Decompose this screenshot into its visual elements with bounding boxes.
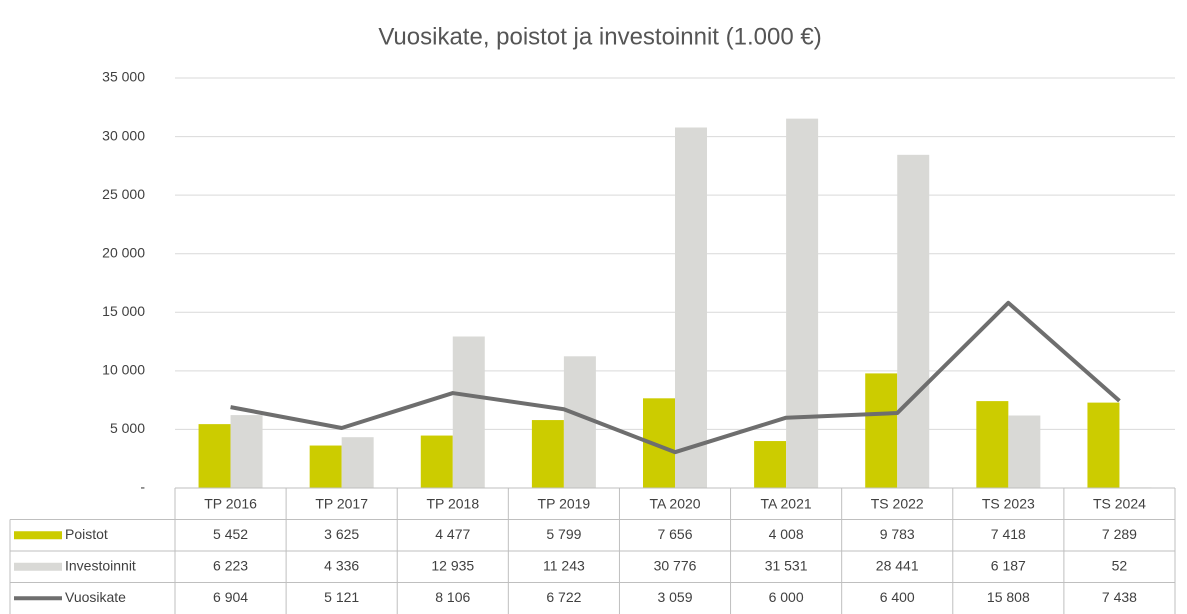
y-tick-label: 5 000 bbox=[110, 420, 145, 436]
table-value: 4 336 bbox=[324, 557, 359, 573]
table-value: 3 059 bbox=[657, 589, 692, 605]
x-tick-label: TS 2022 bbox=[871, 495, 924, 511]
table-value: 6 187 bbox=[991, 557, 1026, 573]
x-tick-label: TP 2017 bbox=[315, 495, 368, 511]
table-value: 11 243 bbox=[543, 557, 585, 573]
bar bbox=[452, 336, 485, 488]
table-value: 6 400 bbox=[880, 589, 915, 605]
x-tick-label: TS 2024 bbox=[1093, 495, 1146, 511]
legend-label: Vuosikate bbox=[65, 589, 126, 605]
bar bbox=[786, 118, 819, 489]
table-value: 12 935 bbox=[431, 557, 474, 573]
table-value: 8 106 bbox=[435, 589, 470, 605]
bar bbox=[341, 437, 374, 488]
bar bbox=[309, 445, 342, 488]
table-value: 31 531 bbox=[765, 557, 808, 573]
table-value: 30 776 bbox=[654, 557, 697, 573]
bar bbox=[865, 373, 898, 488]
y-tick-label: 15 000 bbox=[102, 303, 145, 319]
table-value: 6 223 bbox=[213, 557, 248, 573]
table-value: 6 722 bbox=[546, 589, 581, 605]
y-tick-label: - bbox=[140, 479, 145, 495]
table-value: 5 452 bbox=[213, 526, 248, 542]
bar bbox=[1087, 402, 1120, 488]
table-value: 52 bbox=[1112, 557, 1128, 573]
table-value: 7 289 bbox=[1102, 526, 1137, 542]
legend-label: Investoinnit bbox=[65, 557, 136, 573]
legend-swatch bbox=[14, 531, 62, 540]
table-value: 15 808 bbox=[987, 589, 1030, 605]
bar bbox=[754, 441, 787, 488]
x-tick-label: TA 2020 bbox=[649, 495, 700, 511]
x-tick-label: TA 2021 bbox=[761, 495, 812, 511]
bar bbox=[230, 415, 263, 488]
y-tick-label: 10 000 bbox=[102, 362, 145, 378]
x-tick-label: TS 2023 bbox=[982, 495, 1035, 511]
table-value: 9 783 bbox=[880, 526, 915, 542]
bar bbox=[531, 420, 564, 488]
bar bbox=[675, 127, 707, 488]
table-value: 7 438 bbox=[1102, 589, 1137, 605]
table-value: 3 625 bbox=[324, 526, 359, 542]
table-value: 5 799 bbox=[546, 526, 581, 542]
x-tick-label: TP 2018 bbox=[426, 495, 479, 511]
bar bbox=[897, 154, 930, 489]
y-tick-label: 20 000 bbox=[102, 244, 145, 260]
y-tick-label: 35 000 bbox=[102, 69, 145, 85]
bar bbox=[976, 401, 1009, 488]
x-tick-label: TP 2019 bbox=[538, 495, 591, 511]
bar bbox=[563, 356, 596, 488]
bar bbox=[420, 435, 453, 488]
table-value: 6 904 bbox=[213, 589, 248, 605]
table-value: 28 441 bbox=[876, 557, 919, 573]
x-tick-label: TP 2016 bbox=[204, 495, 257, 511]
table-value: 6 000 bbox=[769, 589, 804, 605]
line-series bbox=[230, 300, 1121, 455]
table-value: 5 121 bbox=[324, 589, 359, 605]
table-value: 7 656 bbox=[657, 526, 692, 542]
legend-swatch bbox=[14, 562, 62, 571]
table-value: 4 008 bbox=[769, 526, 804, 542]
y-tick-label: 25 000 bbox=[102, 186, 145, 202]
bar bbox=[1008, 415, 1041, 488]
y-tick-label: 30 000 bbox=[102, 127, 145, 143]
legend-label: Poistot bbox=[65, 526, 108, 542]
table-value: 7 418 bbox=[991, 526, 1026, 542]
chart-title: Vuosikate, poistot ja investoinnit (1.00… bbox=[378, 23, 821, 50]
table-value: 4 477 bbox=[435, 526, 470, 542]
bar bbox=[198, 424, 231, 488]
